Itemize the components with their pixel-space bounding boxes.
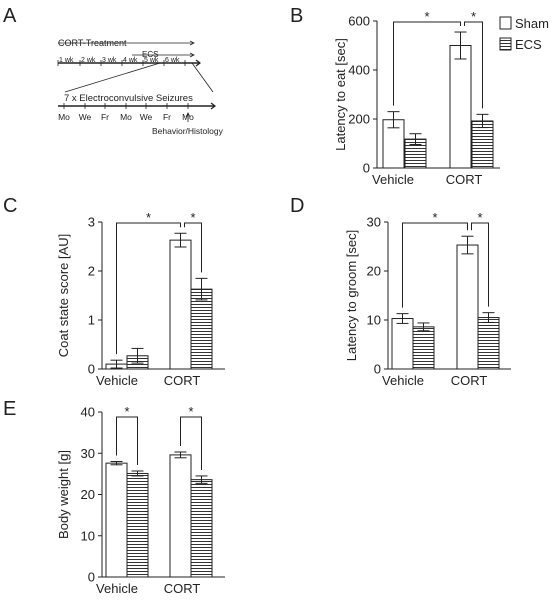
legend-label-ecs: ECS (515, 37, 542, 52)
y-tick-label: 200 (348, 112, 370, 127)
bar-ecs (412, 326, 435, 370)
significance-star: * (471, 9, 476, 24)
category-label: Vehicle (382, 373, 424, 388)
week-label: 1 wk (59, 57, 74, 64)
category-label: Vehicle (96, 373, 138, 388)
day-label: Mo (182, 112, 194, 122)
y-tick-label: 3 (88, 215, 95, 230)
y-axis-label: Coat state score [AU] (56, 234, 71, 358)
bar-sham (456, 244, 479, 370)
chart-panel-d: 0 10 20 30 Latency to groom [sec] Vehicle CORT… (344, 210, 511, 388)
panel-label-b: B (290, 5, 303, 27)
ecs-label: ECS (142, 50, 158, 59)
zoom-line-left (64, 62, 161, 93)
category-label: CORT (446, 172, 483, 187)
legend: Sham ECS (499, 16, 549, 52)
y-tick-label: 1 (88, 313, 95, 328)
bar-sham (169, 239, 192, 370)
significance-bracket (116, 222, 181, 355)
y-axis-label: Body weight [g] (56, 450, 71, 539)
significance-bracket (464, 21, 483, 109)
y-tick-label: 0 (363, 161, 370, 176)
significance-star: * (424, 9, 429, 24)
day-label: We (140, 112, 153, 122)
panel-label-c: C (3, 195, 17, 217)
significance-bracket (116, 416, 138, 465)
bar-sham (105, 462, 128, 578)
day-label: Fr (101, 112, 109, 122)
day-label: Fr (163, 112, 171, 122)
bar-ecs (126, 472, 149, 578)
significance-star: * (190, 210, 195, 225)
y-tick-label: 10 (81, 528, 95, 543)
y-tick-label: 10 (367, 313, 381, 328)
day-label: Mo (120, 112, 132, 122)
bar-ecs (190, 479, 213, 578)
y-tick-label: 40 (81, 405, 95, 420)
legend-swatch-ecs (499, 37, 512, 51)
bar-ecs (477, 317, 500, 370)
cort-treatment-label: CORT-Treatment (58, 38, 127, 48)
legend-swatch-sham (499, 16, 512, 30)
zoom-line-right (191, 62, 214, 93)
week-label: 3 wk (102, 57, 117, 64)
day-label: We (79, 112, 92, 122)
legend-label-sham: Sham (515, 16, 549, 31)
week-label: 6 wk (165, 57, 180, 64)
bar-sham (169, 454, 192, 578)
bar-ecs (190, 288, 213, 370)
significance-bracket (471, 222, 489, 307)
y-tick-label: 0 (88, 570, 95, 585)
y-tick-label: 30 (367, 215, 381, 230)
panel-label-e: E (3, 398, 16, 420)
category-label: CORT (451, 373, 488, 388)
category-label: CORT (164, 581, 201, 596)
y-tick-label: 20 (81, 487, 95, 502)
significance-bracket (184, 222, 202, 273)
panel-label-a: A (3, 5, 17, 27)
significance-star: * (188, 404, 193, 419)
behavior-arrowhead (185, 112, 191, 118)
cort-treatment-arrowhead (189, 40, 195, 46)
panel-label-d: D (290, 195, 304, 217)
week-label: 2 wk (81, 57, 96, 64)
significance-bracket (180, 416, 202, 470)
weeks-axis-arrowhead (195, 59, 201, 67)
y-tick-label: 0 (88, 362, 95, 377)
significance-bracket (393, 21, 461, 106)
y-tick-label: 2 (88, 264, 95, 279)
y-tick-label: 600 (348, 14, 370, 29)
significance-star: * (146, 210, 151, 225)
category-label: CORT (164, 373, 201, 388)
bar-sham (391, 318, 414, 370)
y-axis-label: Latency to eat [sec] (333, 38, 348, 151)
days-axis-arrowhead (210, 102, 216, 110)
y-tick-label: 0 (374, 362, 381, 377)
significance-bracket (402, 222, 468, 308)
y-tick-label: 400 (348, 63, 370, 78)
significance-star: * (477, 210, 482, 225)
y-tick-label: 30 (81, 446, 95, 461)
bar-sham (449, 45, 472, 169)
seizures-label: 7 x Electroconvulsive Seizures (64, 93, 193, 104)
chart-panel-e: 0 10 20 30 40 Body weight [g] Vehicle CORT * * (56, 404, 225, 596)
chart-panel-c: 0 1 2 3 Coat state score [AU] Vehicle CORT * * (56, 210, 225, 388)
timeline-schematic (57, 40, 216, 122)
category-label: Vehicle (372, 172, 414, 187)
y-axis-label: Latency to groom [sec] (344, 230, 359, 362)
day-label: Mo (58, 112, 70, 122)
ecs-arrowhead (189, 52, 195, 58)
significance-star: * (124, 404, 129, 419)
week-label: 5 wk (144, 57, 159, 64)
week-label: 4 wk (123, 57, 138, 64)
y-tick-label: 20 (367, 264, 381, 279)
behavior-histology-label: Behavior/Histology (152, 126, 224, 136)
significance-star: * (432, 210, 437, 225)
category-label: Vehicle (96, 581, 138, 596)
